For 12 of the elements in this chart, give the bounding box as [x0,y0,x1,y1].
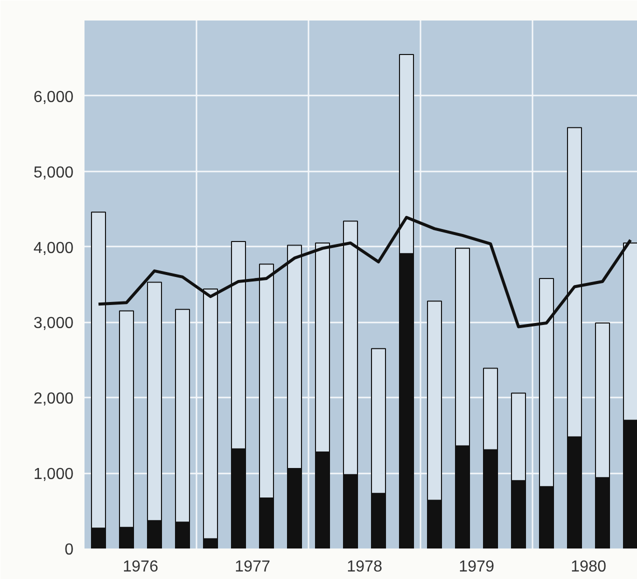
y-tick-label: 4,000 [33,240,74,257]
y-tick-label: 6,000 [33,88,74,106]
x-tick-label: 1977 [234,558,270,576]
y-tick-label: 5,000 [33,164,74,182]
x-tick-label: 1976 [122,558,158,576]
y-tick-label: 3,000 [33,315,74,332]
y-tick-label: 1,000 [33,466,74,484]
x-tick-label: 1980 [570,558,606,576]
y-tick-label: 0 [64,542,74,558]
x-tick-label: 1978 [346,558,382,576]
y-tick-label: 2,000 [33,390,74,408]
x-tick-label: 1979 [458,558,494,576]
